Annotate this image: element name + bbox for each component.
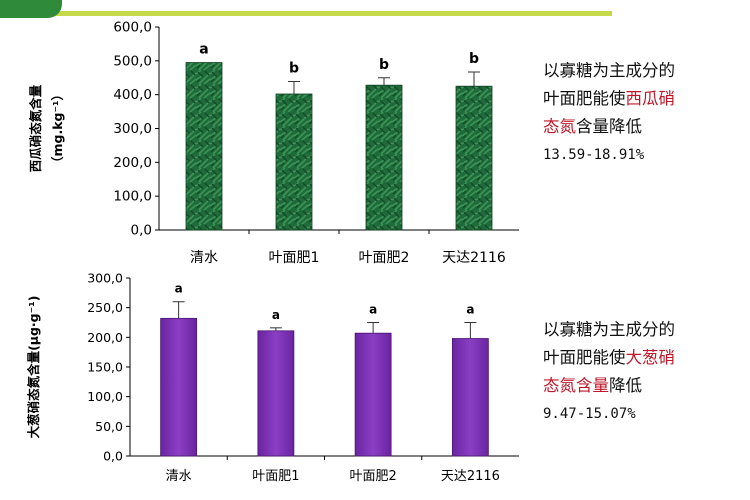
y-axis-label-line: （mg.kg⁻¹） — [50, 88, 65, 169]
caption-text: 叶面肥能使 — [543, 348, 626, 367]
caption-line: 态氮含量降低 — [543, 113, 743, 141]
bar — [365, 84, 403, 231]
x-category-label: 天达2116 — [441, 469, 500, 484]
caption-highlight: 态氮 — [543, 117, 576, 136]
caption-line: 叶面肥能使西瓜硝 — [543, 85, 743, 113]
watermelon-nitrate-chart: 0,0 100,0 200,0 300,0 400,0 500,0 600,0 a 清水 b 叶面肥… — [28, 20, 519, 266]
caption-line: 态氮含量降低 — [543, 372, 743, 400]
bar — [257, 330, 295, 457]
y-tick-label: 0,0 — [131, 223, 152, 239]
significance-label: b — [289, 60, 299, 76]
y-tick-label: 400,0 — [113, 87, 152, 103]
caption-text: 含量降低 — [576, 117, 642, 136]
bar — [185, 62, 223, 231]
caption-line: 叶面肥能使大葱硝 — [543, 344, 743, 372]
x-category-label: 叶面肥2 — [359, 250, 410, 266]
y-tick-label: 500,0 — [113, 53, 152, 69]
caption-highlight: 西瓜硝 — [625, 89, 676, 108]
caption-text: 降低 — [609, 376, 642, 395]
y-tick-label: 300,0 — [87, 271, 123, 286]
x-category-label: 清水 — [190, 250, 218, 266]
significance-label: b — [379, 57, 389, 73]
y-axis-label: 西瓜硝态氮含量 （mg.kg⁻¹） — [28, 84, 65, 172]
bar — [160, 317, 198, 457]
x-category-label: 清水 — [166, 469, 192, 484]
y-tick-label: 0,0 — [103, 449, 123, 464]
scallion-nitrate-chart: 0,0 50,0 100,0 150,0 200,0 250,0 300,0 a 清水 a 叶面肥1… — [26, 271, 519, 484]
caption-text: 叶面肥能使 — [543, 89, 626, 108]
caption-watermelon: 以寡糖为主成分的 叶面肥能使西瓜硝 态氮含量降低 13.59-18.91% — [543, 57, 743, 169]
y-tick-label: 300,0 — [113, 121, 152, 137]
y-tick-label: 100,0 — [87, 389, 123, 404]
y-tick-label: 100,0 — [113, 189, 152, 205]
x-category-label: 叶面肥1 — [269, 250, 320, 266]
x-category-label: 叶面肥1 — [252, 469, 299, 484]
x-category-label: 天达2116 — [442, 250, 506, 266]
bar — [275, 93, 313, 231]
y-tick-label: 600,0 — [113, 20, 152, 36]
bar — [354, 332, 392, 457]
y-tick-label: 150,0 — [87, 360, 123, 375]
caption-percent: 9.47-15.07% — [543, 406, 636, 422]
y-axis-label: 大葱硝态氮含量(μg·g⁻¹) — [26, 296, 41, 439]
y-tick-label: 250,0 — [87, 300, 123, 315]
bar — [451, 338, 489, 457]
significance-label: a — [369, 303, 377, 317]
y-tick-label: 200,0 — [87, 330, 123, 345]
y-axis-label-line: 西瓜硝态氮含量 — [28, 84, 43, 172]
logo — [0, 0, 62, 18]
significance-label: b — [469, 51, 479, 67]
y-tick-label: 50,0 — [95, 419, 123, 434]
y-tick-label: 200,0 — [113, 155, 152, 171]
caption-scallion: 以寡糖为主成分的 叶面肥能使大葱硝 态氮含量降低 9.47-15.07% — [543, 316, 743, 428]
significance-label: a — [175, 282, 183, 296]
x-category-label: 叶面肥2 — [349, 469, 396, 484]
header-rule — [0, 11, 612, 16]
caption-line: 以寡糖为主成分的 — [543, 320, 675, 339]
significance-label: a — [199, 42, 208, 58]
caption-line: 以寡糖为主成分的 — [543, 61, 675, 80]
significance-label: a — [272, 308, 280, 322]
caption-percent: 13.59-18.91% — [543, 147, 645, 163]
caption-highlight: 大葱硝 — [625, 348, 676, 367]
bar — [455, 85, 493, 231]
caption-highlight: 态氮含量 — [543, 376, 609, 395]
significance-label: a — [466, 303, 474, 317]
